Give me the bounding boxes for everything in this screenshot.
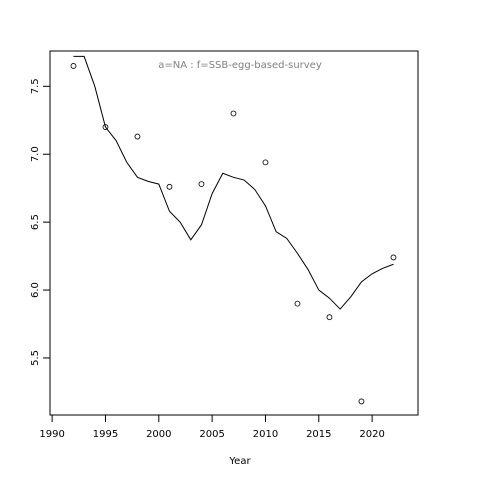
y-tick-label: 6.0 bbox=[30, 282, 41, 298]
chart-title: a=NA : f=SSB-egg-based-survey bbox=[158, 60, 322, 71]
x-tick-label: 2010 bbox=[253, 429, 278, 440]
x-tick-label: 1995 bbox=[93, 429, 118, 440]
y-tick-label: 7.0 bbox=[30, 146, 41, 162]
x-tick-label: 2005 bbox=[199, 429, 224, 440]
x-axis-label: Year bbox=[228, 456, 251, 467]
data-point bbox=[326, 314, 333, 321]
x-tick-label: 2015 bbox=[306, 429, 331, 440]
data-point bbox=[166, 183, 173, 190]
data-point bbox=[134, 133, 141, 140]
y-tick-label: 5.5 bbox=[30, 350, 41, 366]
data-point bbox=[70, 63, 77, 69]
data-point bbox=[198, 181, 205, 188]
plot-frame bbox=[49, 50, 419, 416]
data-point bbox=[294, 300, 301, 307]
x-tick-label: 2000 bbox=[146, 429, 171, 440]
y-tick-label: 6.5 bbox=[30, 214, 41, 230]
data-line bbox=[73, 55, 394, 310]
data-point bbox=[102, 124, 109, 130]
data-point bbox=[390, 254, 397, 261]
x-tick-label: 1990 bbox=[39, 429, 64, 440]
data-point bbox=[358, 398, 365, 405]
y-tick-label: 7.5 bbox=[30, 78, 41, 94]
data-point bbox=[262, 159, 269, 166]
x-tick-label: 2020 bbox=[359, 429, 384, 440]
data-point bbox=[230, 110, 237, 117]
